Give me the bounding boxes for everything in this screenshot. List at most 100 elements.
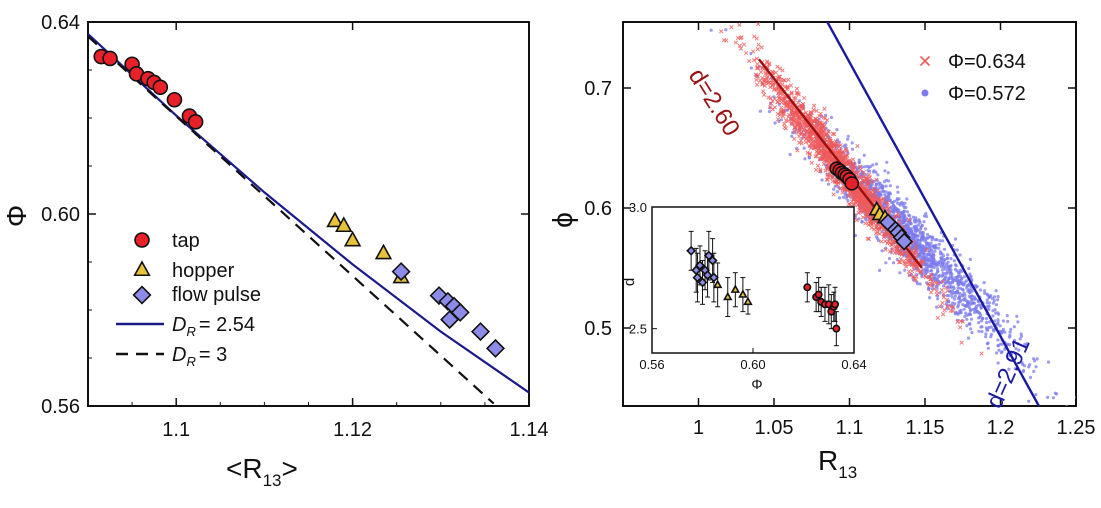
legend-symbol-phi-0634 [919, 55, 931, 67]
cloud-point-phi-0634 [731, 14, 735, 18]
cloud-point-phi-0572 [872, 170, 876, 174]
cloud-point-phi-0634 [817, 113, 822, 119]
cloud-point-phi-0572 [929, 260, 934, 264]
cloud-point-phi-0634 [843, 147, 848, 152]
cloud-point-phi-0634 [864, 211, 870, 216]
right-x-axis-label: R13 [818, 445, 857, 482]
cloud-point-phi-0572 [1034, 393, 1038, 397]
cloud-point-phi-0634 [858, 197, 863, 202]
cloud-point-phi-0634 [887, 237, 892, 242]
cloud-point-phi-0572 [962, 307, 966, 311]
cloud-point-phi-0634 [930, 279, 935, 284]
inset-data-point-diamond [695, 260, 705, 271]
cloud-point-phi-0634 [941, 295, 946, 300]
cloud-point-phi-0634 [798, 138, 804, 143]
cloud-point-phi-0634 [799, 141, 804, 146]
inset-plot: 0.56 0.60 0.64 2.5 3.0 Φ d [621, 200, 867, 392]
cloud-point-phi-0634 [833, 139, 838, 144]
cloud-point-phi-0572 [835, 190, 839, 194]
cloud-point-phi-0572 [709, 28, 713, 32]
cloud-point-phi-0572 [933, 238, 938, 242]
cloud-point-phi-0634 [782, 125, 787, 130]
cloud-point-phi-0572 [929, 256, 933, 260]
cloud-point-phi-0634 [935, 280, 941, 286]
cloud-point-phi-0572 [983, 289, 987, 293]
inset-data-point-diamond [707, 255, 718, 266]
cloud-point-phi-0634 [738, 35, 743, 41]
cloud-point-phi-0572 [997, 348, 1001, 352]
cloud-point-phi-0572 [962, 282, 966, 286]
cloud-point-phi-0634 [915, 268, 920, 273]
cloud-point-phi-0634 [782, 78, 788, 83]
left-y-tick-label: 0.64 [41, 12, 80, 34]
inset-data-point-circle [832, 324, 841, 333]
data-point-triangle [343, 230, 362, 247]
cloud-point-phi-0634 [928, 290, 934, 295]
cloud-point-phi-0572 [994, 311, 998, 315]
cloud-point-phi-0634 [869, 192, 874, 197]
cloud-point-phi-0634 [786, 77, 791, 82]
cloud-point-phi-0572 [905, 197, 909, 201]
cloud-point-phi-0634 [789, 107, 795, 112]
inset-data-point-triangle [730, 284, 741, 293]
cloud-point-phi-0572 [1006, 319, 1010, 324]
cloud-point-phi-0634 [783, 99, 788, 105]
cloud-point-phi-0634 [929, 272, 934, 277]
cloud-point-phi-0634 [879, 239, 884, 244]
cloud-point-phi-0634 [856, 170, 861, 175]
cloud-point-phi-0634 [906, 217, 912, 223]
cloud-point-phi-0572 [959, 308, 963, 312]
cloud-point-phi-0634 [782, 121, 787, 126]
cloud-point-phi-0572 [924, 245, 928, 249]
cloud-point-phi-0572 [963, 314, 967, 319]
cloud-point-phi-0634 [914, 253, 919, 259]
cloud-point-phi-0634 [768, 84, 773, 90]
cloud-point-phi-0634 [851, 197, 856, 202]
cloud-point-phi-0634 [738, 46, 744, 51]
cloud-point-phi-0572 [1009, 327, 1013, 331]
cloud-point-phi-0634 [907, 256, 912, 261]
cloud-point-phi-0572 [857, 160, 861, 164]
cloud-point-phi-0572 [967, 288, 972, 292]
cloud-point-phi-0634 [934, 292, 940, 297]
cloud-point-phi-0634 [898, 256, 903, 262]
cloud-point-phi-0572 [901, 221, 905, 225]
cloud-point-phi-0572 [758, 109, 763, 113]
cloud-point-phi-0572 [932, 265, 936, 270]
cloud-point-phi-0572 [910, 234, 914, 238]
cloud-point-phi-0572 [1065, 404, 1069, 406]
cloud-point-phi-0572 [1005, 314, 1009, 318]
cloud-point-phi-0634 [775, 99, 781, 105]
cloud-point-phi-0572 [846, 137, 850, 141]
left-x-tick-label: 1.12 [333, 419, 372, 441]
cloud-point-phi-0634 [959, 340, 964, 345]
cloud-point-phi-0572 [1001, 329, 1005, 333]
cloud-point-phi-0572 [892, 261, 896, 265]
cloud-point-phi-0572 [886, 196, 890, 200]
cloud-point-phi-0572 [974, 285, 979, 289]
cloud-point-phi-0572 [959, 280, 963, 284]
cloud-point-phi-0572 [865, 164, 869, 168]
data-point-triangle [335, 216, 353, 233]
cloud-point-phi-0634 [932, 286, 937, 291]
data-point-diamond [391, 262, 411, 282]
cloud-point-phi-0572 [871, 163, 875, 167]
cloud-point-phi-0634 [751, 58, 757, 63]
cloud-point-phi-0634 [716, 4, 720, 8]
cloud-point-phi-0572 [985, 320, 989, 325]
cloud-point-phi-0634 [794, 86, 800, 91]
cloud-point-phi-0572 [994, 289, 998, 293]
cloud-point-phi-0572 [936, 297, 940, 301]
cloud-point-phi-0572 [980, 325, 984, 329]
cloud-point-phi-0572 [918, 229, 922, 234]
cloud-point-phi-0572 [904, 216, 908, 220]
cloud-point-phi-0572 [954, 276, 958, 280]
cloud-point-phi-0572 [1046, 395, 1050, 399]
cloud-point-phi-0634 [805, 134, 810, 139]
cloud-point-phi-0634 [700, 13, 704, 17]
cloud-point-phi-0634 [854, 218, 859, 223]
cloud-point-phi-0572 [991, 301, 995, 305]
cloud-point-phi-0572 [969, 308, 973, 312]
inset-x-tick-label: 0.60 [740, 357, 765, 372]
cloud-point-phi-0634 [858, 209, 863, 215]
